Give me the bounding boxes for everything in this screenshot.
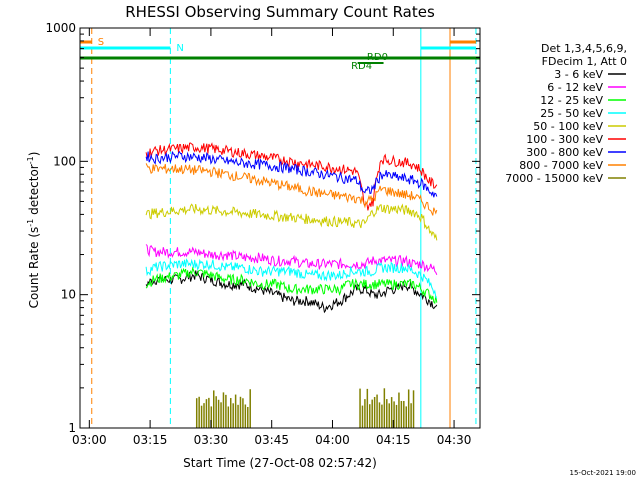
y-tick-label: 1000 — [45, 21, 76, 35]
legend-header-1: FDecim 1, Att 0 — [542, 55, 627, 68]
y-tick-label: 10 — [61, 288, 76, 302]
x-tick-label: 03:00 — [72, 433, 107, 447]
x-tick-label: 04:00 — [315, 433, 350, 447]
legend-entry-3: 25 - 50 keV — [540, 107, 603, 120]
series-line-0 — [145, 270, 438, 314]
y-axis-label: Count Rate (s-1 detector-1) — [26, 152, 41, 309]
x-axis-label: Start Time (27-Oct-08 02:57:42) — [183, 456, 377, 470]
series-line-6 — [145, 150, 438, 198]
series-line-4 — [145, 203, 438, 241]
y-tick-label: 100 — [53, 154, 76, 168]
annotation-rd4: RD4 — [351, 61, 372, 72]
legend-entry-0: 3 - 6 keV — [554, 68, 603, 81]
y-axis-label-mid: detector — [27, 164, 41, 219]
annotation-rd0: RD0 — [367, 52, 388, 63]
series-line-7 — [145, 163, 438, 216]
series-line-5 — [145, 142, 438, 211]
series-line-2 — [145, 266, 438, 305]
y-axis-label-main: Count Rate (s — [27, 227, 41, 309]
legend: Det 1,3,4,5,6,9,FDecim 1, Att 03 - 6 keV… — [505, 42, 627, 185]
plot-frame — [79, 27, 481, 429]
data-series — [145, 142, 438, 314]
legend-entry-8: 7000 - 15000 keV — [505, 172, 603, 185]
legend-entry-2: 12 - 25 keV — [540, 94, 603, 107]
x-tick-label: 03:45 — [254, 433, 289, 447]
y-axis-label-sup1: -1 — [26, 219, 35, 227]
legend-entry-6: 300 - 800 keV — [526, 146, 603, 159]
axis-ticks: 03:00 03:15 03:30 03:45 04:00 04:15 04:30 1 10 10… — [45, 21, 480, 447]
background-bands — [79, 28, 480, 428]
chart-title: RHESSI Observing Summary Count Rates — [125, 3, 435, 21]
high-energy-block-2 — [359, 388, 415, 428]
high-energy-block-1 — [195, 389, 251, 428]
series-line-3 — [145, 258, 438, 299]
legend-entry-7: 800 - 7000 keV — [519, 159, 603, 172]
annotation-n: N — [176, 43, 183, 54]
y-tick-label: 1 — [68, 421, 76, 435]
legend-entry-4: 50 - 100 keV — [533, 120, 603, 133]
y-axis-label-end: ) — [27, 152, 41, 157]
legend-entry-1: 6 - 12 keV — [547, 81, 603, 94]
x-tick-label: 03:15 — [133, 433, 168, 447]
annotation-s: S — [98, 37, 104, 48]
y-axis-label-sup2: -1 — [26, 156, 35, 164]
legend-entry-5: 100 - 300 keV — [526, 133, 603, 146]
series-line-1 — [145, 244, 438, 275]
legend-header-0: Det 1,3,4,5,6,9, — [541, 42, 627, 55]
x-tick-label: 04:30 — [437, 433, 472, 447]
x-tick-label: 04:15 — [376, 433, 411, 447]
x-tick-label: 03:30 — [194, 433, 229, 447]
timestamp: 15-Oct-2021 19:00 — [570, 469, 636, 477]
